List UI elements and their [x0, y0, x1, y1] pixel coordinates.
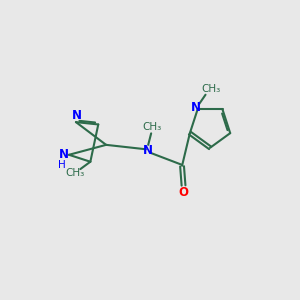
Text: O: O — [178, 186, 188, 199]
Text: N: N — [143, 144, 153, 157]
Text: CH₃: CH₃ — [65, 168, 85, 178]
Text: N: N — [191, 101, 201, 115]
Text: H: H — [58, 160, 65, 170]
Text: N: N — [59, 148, 69, 161]
Text: CH₃: CH₃ — [201, 83, 220, 94]
Text: CH₃: CH₃ — [142, 122, 161, 133]
Text: N: N — [72, 109, 82, 122]
